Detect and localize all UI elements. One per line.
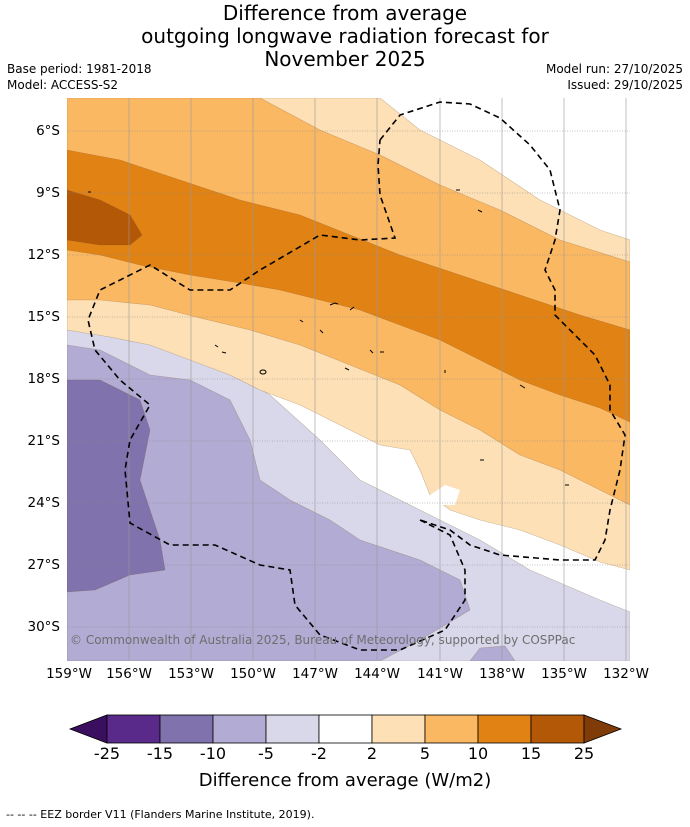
issued-date: Issued: 29/10/2025 xyxy=(567,78,683,92)
colorbar-cell-minus-5-to-2 xyxy=(265,714,320,744)
lon-tick-150w: 150°W xyxy=(230,666,276,682)
band-minus-5-to-10 xyxy=(67,344,471,661)
lon-tick-132w: 132°W xyxy=(603,666,649,682)
colorbar-cell-minus-25-to-15 xyxy=(106,714,161,744)
map-area xyxy=(67,98,630,661)
lat-tick-21s: 21°S xyxy=(27,433,61,449)
copyright-notice: © Commonwealth of Australia 2025, Bureau… xyxy=(70,633,576,647)
model-name: Model: ACCESS-S2 xyxy=(7,78,119,92)
cell-minus-patch xyxy=(469,645,516,661)
colorbar-cell-below-minus-25 xyxy=(68,714,108,744)
cell-white-pocket xyxy=(430,485,460,505)
colorbar-cell-2-to-5 xyxy=(371,714,426,744)
model-run: Model run: 27/10/2025 xyxy=(545,62,683,76)
lon-tick-144w: 144°W xyxy=(354,666,400,682)
lon-gridlines xyxy=(128,98,627,661)
title-line-1: Difference from average xyxy=(222,1,468,25)
colorbar-cell-5-to-10 xyxy=(424,714,479,744)
colorbar-cell-15-to-25 xyxy=(530,714,585,744)
colorbar-cell-minus-2-to-2 xyxy=(318,714,373,744)
colorbar-cell-minus-15-to-10 xyxy=(159,714,214,744)
band-plus-10-to-15 xyxy=(67,149,630,423)
colorbar-tick-minus-25: -25 xyxy=(93,744,121,763)
islands xyxy=(88,189,569,486)
lon-tick-153w: 153°W xyxy=(168,666,214,682)
lon-tick-159w: 159°W xyxy=(46,666,92,682)
lon-tick-156w: 156°W xyxy=(106,666,152,682)
band-minus-10-to-15 xyxy=(67,379,166,593)
colorbar-tick-minus-15: -15 xyxy=(146,744,174,763)
colorbar-tick-25: 25 xyxy=(573,744,595,763)
lon-tick-138w: 138°W xyxy=(479,666,525,682)
lon-tick-135w: 135°W xyxy=(541,666,587,682)
base-period: Base period: 1981-2018 xyxy=(7,62,152,76)
lat-tick-6s: 6°S xyxy=(36,123,60,139)
colorbar-cell-10-to-15 xyxy=(477,714,532,744)
colorbar-cell-minus-10-to-5 xyxy=(212,714,267,744)
lat-tick-18s: 18°S xyxy=(27,371,61,387)
colorbar-label: Difference from average (W/m2) xyxy=(198,770,492,791)
band-plus-15-to-25 xyxy=(67,189,143,246)
colorbar-tick-5: 5 xyxy=(419,744,431,763)
title-line-3: November 2025 xyxy=(264,47,426,71)
lon-tick-147w: 147°W xyxy=(292,666,338,682)
colorbar-tick-10: 10 xyxy=(467,744,489,763)
lat-tick-15s: 15°S xyxy=(27,309,61,325)
colorbar xyxy=(68,714,623,744)
colorbar-tick-15: 15 xyxy=(520,744,542,763)
colorbar-tick-minus-5: -5 xyxy=(258,744,274,763)
lat-tick-24s: 24°S xyxy=(27,495,61,511)
colorbar-tick-2: 2 xyxy=(366,744,378,763)
lat-tick-27s: 27°S xyxy=(27,557,61,573)
lon-tick-141w: 141°W xyxy=(417,666,463,682)
colorbar-cell-above-25 xyxy=(583,714,623,744)
title-line-2: outgoing longwave radiation forecast for xyxy=(141,24,549,48)
eez-border-marquesas xyxy=(379,101,626,561)
colorbar-tick-minus-2: -2 xyxy=(311,744,327,763)
eez-footnote: -- -- -- EEZ border V11 (Flanders Marine… xyxy=(6,808,315,821)
colorbar-tick-minus-10: -10 xyxy=(199,744,227,763)
lat-tick-30s: 30°S xyxy=(27,619,61,635)
lat-tick-12s: 12°S xyxy=(27,247,61,263)
lat-tick-9s: 9°S xyxy=(36,185,60,201)
